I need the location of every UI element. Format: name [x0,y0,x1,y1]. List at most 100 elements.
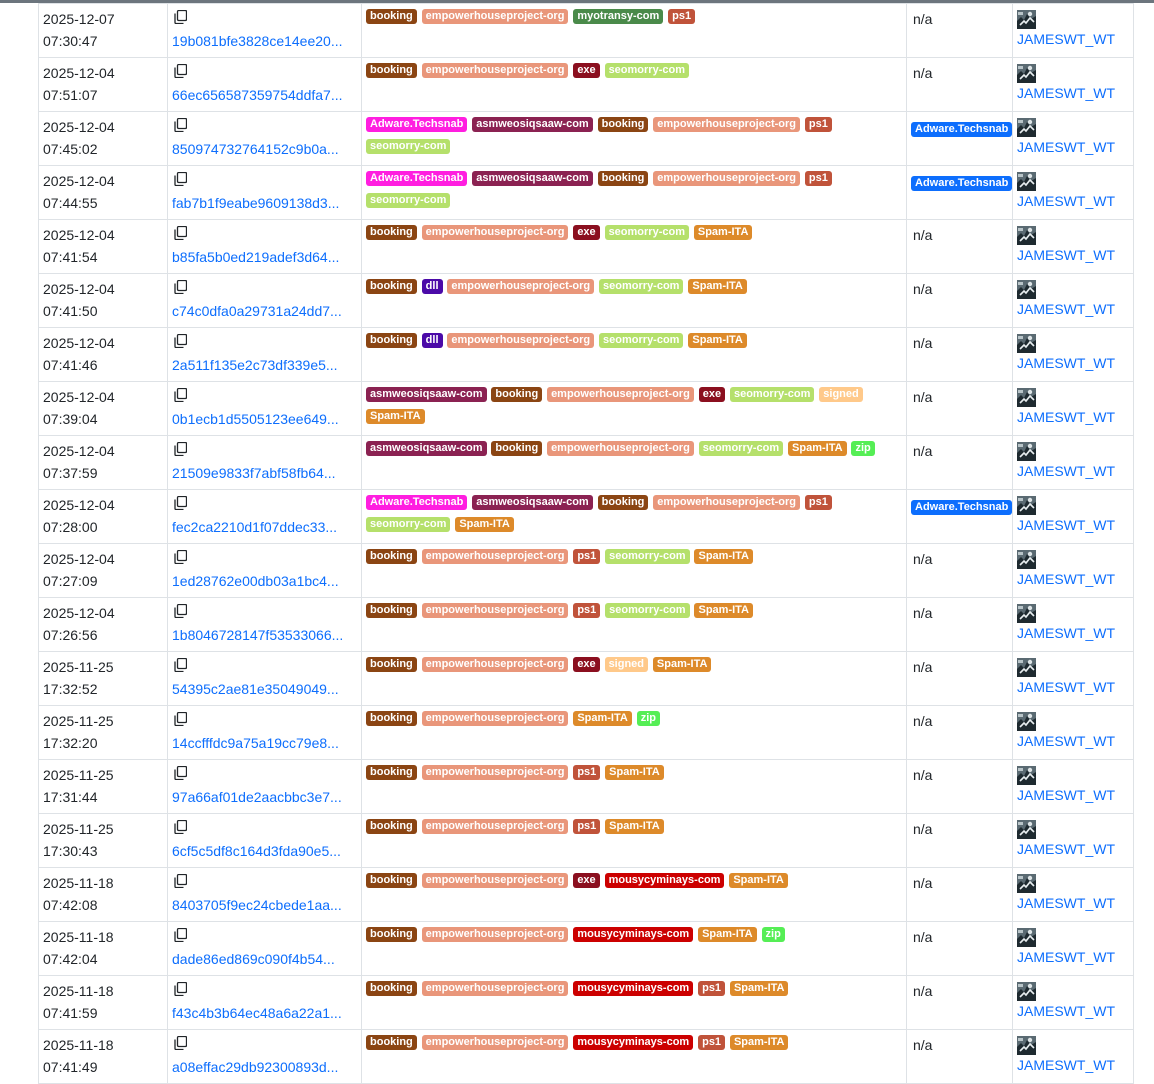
sha256-link[interactable]: 850974732764152c9b0a... [172,141,339,157]
tag-badge[interactable]: seomorry-com [604,225,689,240]
tag-badge[interactable]: booking [366,63,417,78]
tag-badge[interactable]: empowerhouseproject-org [547,387,694,402]
copy-icon[interactable] [172,658,357,679]
copy-icon[interactable] [172,1036,357,1057]
tag-badge[interactable]: mousycyminays-com [573,981,694,996]
tag-badge[interactable]: empowerhouseproject-org [421,873,569,888]
tag-badge[interactable]: signed [819,387,863,402]
tag-badge[interactable]: dll [421,279,443,294]
tag-badge[interactable]: booking [366,711,417,726]
tag-badge[interactable]: Spam-ITA [729,1035,789,1050]
tag-badge[interactable]: Spam-ITA [788,441,847,456]
sha256-link[interactable]: 1b8046728147f53533066... [172,627,344,643]
copy-icon[interactable] [172,496,357,517]
copy-icon[interactable] [172,928,357,949]
sha256-link[interactable]: fec2ca2210d1f07ddec33... [172,519,338,535]
tag-badge[interactable]: exe [573,63,600,78]
tag-badge[interactable]: empowerhouseproject-org [421,225,569,240]
tag-badge[interactable]: empowerhouseproject-org [421,927,569,942]
sha256-link[interactable]: 6cf5c5df8c164d3fda90e5... [172,843,341,859]
reporter-link[interactable]: JAMESWT_WT [1017,139,1115,155]
tag-badge[interactable]: mousycyminays-com [604,873,725,888]
tag-badge[interactable]: Spam-ITA [688,279,747,294]
reporter-link[interactable]: JAMESWT_WT [1017,949,1115,965]
copy-icon[interactable] [172,442,357,463]
copy-icon[interactable] [172,118,357,139]
tag-badge[interactable]: ps1 [573,603,601,618]
sha256-link[interactable]: 54395c2ae81e35049049... [172,681,339,697]
copy-icon[interactable] [172,982,357,1003]
reporter-link[interactable]: JAMESWT_WT [1017,463,1115,479]
reporter-link[interactable]: JAMESWT_WT [1017,409,1115,425]
tag-badge[interactable]: empowerhouseproject-org [421,819,569,834]
tag-badge[interactable]: booking [491,441,543,456]
sha256-link[interactable]: 21509e9833f7abf58fb64... [172,465,336,481]
reporter-link[interactable]: JAMESWT_WT [1017,85,1115,101]
tag-badge[interactable]: signed [604,657,649,672]
tag-badge[interactable]: empowerhouseproject-org [421,63,569,78]
sha256-link[interactable]: 66ec656587359754ddfa7... [172,87,343,103]
tag-badge[interactable]: seomorry-com [605,603,690,618]
tag-badge[interactable]: empowerhouseproject-org [421,1035,569,1050]
sha256-link[interactable]: fab7b1f9eabe9609138d3... [172,195,340,211]
tag-badge[interactable]: seomorry-com [366,516,451,532]
tag-badge[interactable]: seomorry-com [604,63,689,78]
copy-icon[interactable] [172,874,357,895]
sha256-link[interactable]: a08effac29db92300893d... [172,1059,339,1075]
reporter-link[interactable]: JAMESWT_WT [1017,31,1115,47]
tag-badge[interactable]: zip [851,441,875,456]
tag-badge[interactable]: seomorry-com [729,387,815,402]
reporter-link[interactable]: JAMESWT_WT [1017,571,1115,587]
tag-badge[interactable]: zip [636,711,661,726]
tag-badge[interactable]: empowerhouseproject-org [421,711,569,726]
tag-badge[interactable]: ps1 [698,981,726,996]
tag-badge[interactable]: empowerhouseproject-org [447,333,595,348]
tag-badge[interactable]: empowerhouseproject-org [421,981,569,996]
tag-badge[interactable]: Spam-ITA [605,819,664,834]
reporter-link[interactable]: JAMESWT_WT [1017,247,1115,263]
tag-badge[interactable]: Spam-ITA [729,981,789,996]
tag-badge[interactable]: Adware.Techsnab [366,171,468,186]
tag-badge[interactable]: seomorry-com [366,138,451,154]
signature-badge[interactable]: Adware.Techsnab [911,122,1012,137]
copy-icon[interactable] [172,226,357,247]
copy-icon[interactable] [172,334,357,355]
reporter-link[interactable]: JAMESWT_WT [1017,679,1115,695]
tag-badge[interactable]: booking [491,387,543,402]
tag-badge[interactable]: ps1 [573,765,601,780]
tag-badge[interactable]: Spam-ITA [694,603,754,618]
copy-icon[interactable] [172,604,357,625]
reporter-link[interactable]: JAMESWT_WT [1017,625,1115,641]
tag-badge[interactable]: booking [366,225,417,240]
tag-badge[interactable]: ps1 [668,9,696,24]
tag-badge[interactable]: Spam-ITA [455,516,514,532]
tag-badge[interactable]: booking [366,9,417,24]
reporter-link[interactable]: JAMESWT_WT [1017,733,1115,749]
tag-badge[interactable]: seomorry-com [599,333,684,348]
tag-badge[interactable]: dll [421,333,443,348]
tag-badge[interactable]: Spam-ITA [573,711,632,726]
tag-badge[interactable]: seomorry-com [698,441,784,456]
tag-badge[interactable]: exe [698,387,726,402]
tag-badge[interactable]: empowerhouseproject-org [653,171,801,186]
tag-badge[interactable]: booking [366,873,417,888]
tag-badge[interactable]: asmweosiqsaaw-com [366,387,487,402]
tag-badge[interactable]: booking [366,981,417,996]
tag-badge[interactable]: Spam-ITA [698,927,757,942]
tag-badge[interactable]: Spam-ITA [605,765,664,780]
tag-badge[interactable]: booking [366,765,417,780]
copy-icon[interactable] [172,820,357,841]
sha256-link[interactable]: c74c0dfa0a29731a24dd7... [172,303,342,319]
tag-badge[interactable]: ps1 [804,171,832,186]
tag-badge[interactable]: booking [366,657,417,672]
tag-badge[interactable]: booking [597,495,649,510]
sha256-link[interactable]: b85fa5b0ed219adef3d64... [172,249,340,265]
tag-badge[interactable]: myotransy-com [573,9,664,24]
copy-icon[interactable] [172,280,357,301]
sha256-link[interactable]: 2a511f135e2c73df339e5... [172,357,338,373]
tag-badge[interactable]: empowerhouseproject-org [447,279,595,294]
tag-badge[interactable]: asmweosiqsaaw-com [472,495,593,510]
tag-badge[interactable]: booking [597,171,649,186]
tag-badge[interactable]: mousycyminays-com [573,1035,694,1050]
tag-badge[interactable]: Spam-ITA [688,333,747,348]
